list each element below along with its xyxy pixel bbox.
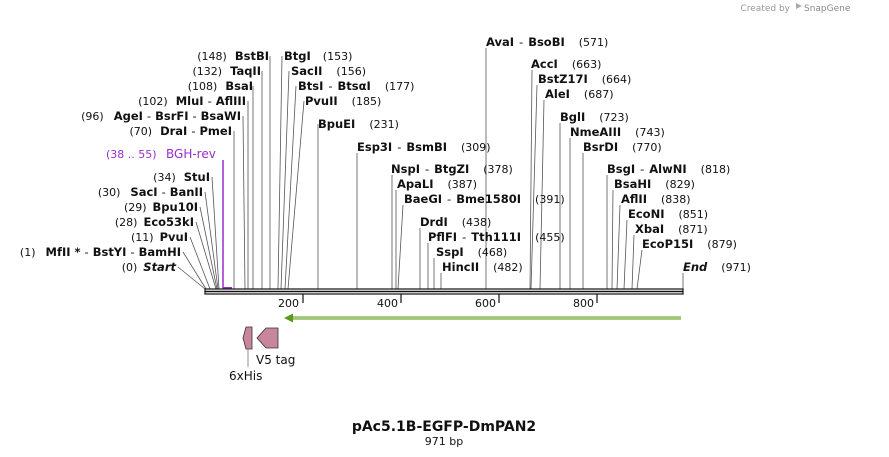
primer-bgh-rev-range: (38 .. 55) [106,148,157,161]
site-line-econi [623,219,628,290]
site-label-bgli[interactable]: BglI (723) [560,110,629,124]
site-label-btsi[interactable]: BtsI - BtsαI (177) [298,79,414,93]
site-label-bstbi[interactable]: (148) BstBI [197,49,269,63]
snapgene-credit: Created by SnapGene [740,3,851,14]
site-label-bpu10i[interactable]: (29) Bpu10I [124,200,198,214]
site-label-alei[interactable]: AleI (687) [545,87,614,101]
primer-bgh-rev[interactable]: (38 .. 55) BGH-rev [106,147,232,289]
site-line-bsahi [611,189,614,290]
site-line-btgi [277,55,283,290]
site-label-taqii[interactable]: (132) TaqII [192,64,261,78]
site-label-eco53ki[interactable]: (28) Eco53kI [115,215,194,229]
site-line-pvuii [287,100,305,290]
created-by-text: Created by [740,4,790,14]
ruler-label-600: 600 [475,297,496,310]
site-label-bsahi[interactable]: BsaHI (829) [614,177,695,191]
site-label-apali[interactable]: ApaLI (387) [397,177,477,191]
site-label-drdi[interactable]: DrdI (438) [420,215,491,229]
site-label-bsgi[interactable]: BsgI - AlwNI (818) [607,162,730,176]
map-length: 971 bp [425,435,463,448]
feature-6xhis[interactable]: 6xHis [229,326,262,383]
feature-v5-tag-label: V5 tag [256,353,295,367]
site-label-acci[interactable]: AccI (663) [531,57,601,71]
site-label-bstz17i[interactable]: BstZ17I (664) [538,72,631,86]
snapgene-brand: SnapGene [804,4,851,14]
map-title-block: pAc5.1B-EGFP-DmPAN2 971 bp [352,419,536,448]
site-line-baegi [397,204,404,290]
site-line-stui [211,176,220,290]
site-label-start[interactable]: (0) Start [122,260,177,274]
site-label-bpuei[interactable]: BpuEI (231) [318,117,399,131]
right-site-labels: BtgI (153) SacII (156) BtsI - BtsαI (177) Pvu… [284,35,751,274]
site-label-mlui[interactable]: (102) MluI - AflIII [138,94,246,108]
site-label-pflfi[interactable]: PflFI - Tth111I (455) [428,230,565,244]
site-line-start [177,266,206,290]
site-label-sacii[interactable]: SacII (156) [291,64,366,78]
site-label-esp3i[interactable]: Esp3I - BsmBI (309) [357,140,491,154]
site-line-bpu10i [199,206,218,290]
left-site-labels: (0) Start (1) MfII * - BstYI - BamHI (11) PvuI … [20,49,269,274]
site-label-bsai[interactable]: (108) BsaI [188,79,253,93]
site-label-avai[interactable]: AvaI - BsoBI (571) [486,35,608,49]
site-line-bstz17i [530,84,538,290]
site-label-bsrdi[interactable]: BsrDI (770) [583,140,662,154]
ruler: 200 400 600 800 [278,294,598,310]
site-line-sacii [280,70,290,290]
site-label-nspi[interactable]: NspI - BtgZI (378) [391,162,513,176]
site-line-pvui [189,236,211,290]
site-label-aflii[interactable]: AflII (838) [621,192,691,206]
site-label-pvui[interactable]: (11) PvuI [131,230,188,244]
site-line-mfli [182,251,207,290]
ruler-label-800: 800 [573,297,594,310]
site-label-mfli[interactable]: (1) MfII * - BstYI - BamHI [20,245,181,259]
site-label-drai[interactable]: (70) DraI - PmeI [129,124,232,138]
orf-arrowhead-icon [284,313,293,323]
feature-v5-tag-arrow-icon [256,327,279,349]
site-line-btsi [284,85,297,290]
site-label-xbai[interactable]: XbaI (871) [635,222,708,236]
site-label-ecop15i[interactable]: EcoP15I (879) [642,237,737,251]
site-line-alei [539,99,545,290]
site-label-saci[interactable]: (30) SacI - BanII [98,185,203,199]
feature-v5-tag[interactable]: V5 tag [256,327,295,367]
sequence-backbone [204,288,684,295]
primer-bgh-rev-label: BGH-rev [166,147,216,161]
site-label-hincii[interactable]: HincII (482) [442,260,523,274]
site-label-baegi[interactable]: BaeGI - Bme1580I (391) [404,192,565,206]
site-label-sspi[interactable]: SspI (468) [436,245,507,259]
orf-arrow[interactable] [284,313,681,323]
site-line-ecop15i [636,249,643,290]
ruler-label-200: 200 [278,297,299,310]
site-line-saci [204,191,219,290]
site-label-nmeaiii[interactable]: NmeAIII (743) [570,125,665,139]
site-line-acci [529,69,533,290]
site-label-agei[interactable]: (96) AgeI - BsrFI - BsaWI [81,109,241,123]
site-label-btgi[interactable]: BtgI (153) [284,49,352,63]
site-line-xbai [631,234,635,290]
snapgene-logo-icon [796,3,802,9]
site-line-eco53ki [195,221,217,290]
site-label-end[interactable]: End (971) [683,260,751,274]
map-title: pAc5.1B-EGFP-DmPAN2 [352,419,536,435]
site-label-pvuii[interactable]: PvuII (185) [305,94,381,108]
feature-6xhis-label: 6xHis [229,369,262,383]
cut-site-lines [177,48,684,290]
site-label-econi[interactable]: EcoNI (851) [628,207,708,221]
feature-6xhis-arrow-icon [242,326,253,350]
site-line-aflii [616,204,621,290]
site-line-agei [242,115,246,290]
site-label-stui[interactable]: (34) StuI [153,170,210,184]
ruler-label-400: 400 [377,297,398,310]
